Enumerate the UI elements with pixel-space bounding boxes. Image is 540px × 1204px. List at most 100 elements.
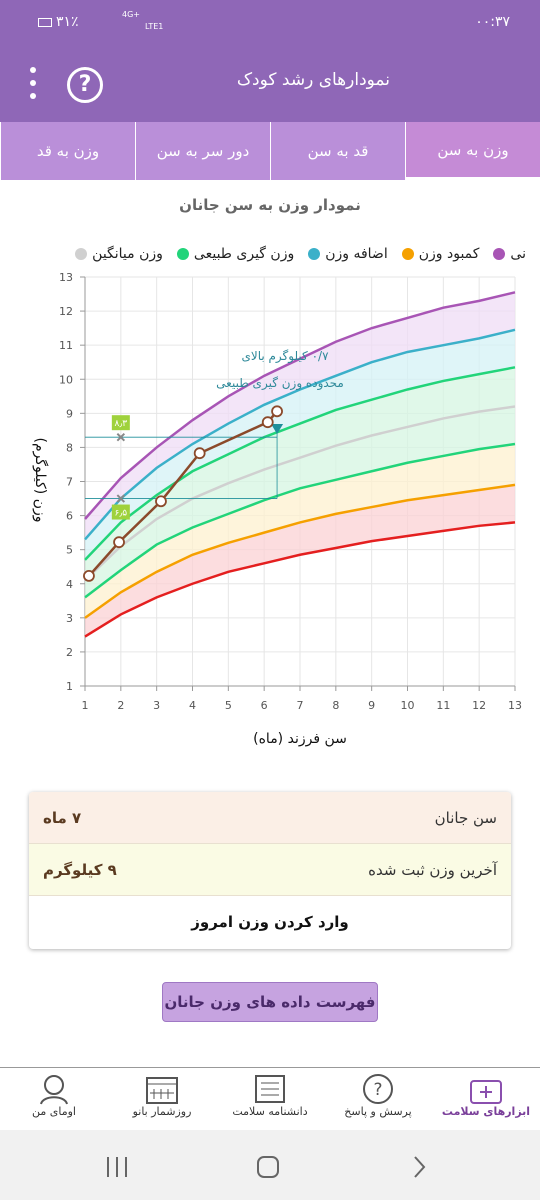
nav-item[interactable]: دانشنامه سلامت bbox=[216, 1068, 324, 1130]
marker-label: ۶٫۵ bbox=[115, 509, 128, 519]
enter-weight-button[interactable]: وارد کردن وزن امروز bbox=[191, 913, 349, 931]
nav-item[interactable]: اومای من bbox=[0, 1068, 108, 1130]
info-label: آخرین وزن ثبت شده bbox=[368, 860, 497, 879]
y-tick-label: 13 bbox=[59, 271, 73, 284]
legend: نی کمبود وزن اضافه وزن وزن گیری طبیعی وزن می… bbox=[0, 240, 540, 268]
nav-item[interactable]: ? پرسش و پاسخ bbox=[324, 1068, 432, 1130]
info-row: سن جانان ۷ ماه bbox=[29, 792, 511, 844]
nav-icon bbox=[40, 1075, 68, 1105]
child-point bbox=[113, 536, 125, 549]
band bbox=[85, 406, 515, 598]
tab[interactable]: قد به سن bbox=[270, 122, 405, 180]
legend-label: وزن میانگین bbox=[92, 246, 163, 262]
menu-button[interactable] bbox=[28, 65, 38, 105]
y-tick-label: 5 bbox=[66, 544, 73, 557]
x-tick-label: 13 bbox=[508, 699, 522, 712]
x-tick-label: 3 bbox=[153, 699, 160, 712]
y-tick-label: 10 bbox=[59, 373, 73, 386]
system-nav bbox=[0, 1130, 540, 1200]
legend-swatch bbox=[75, 248, 88, 260]
y-tick-label: 2 bbox=[66, 646, 73, 659]
band bbox=[85, 292, 515, 540]
legend-label: نی bbox=[510, 246, 526, 262]
home-button[interactable] bbox=[257, 1156, 279, 1178]
y-tick-label: 12 bbox=[59, 305, 73, 318]
child-point bbox=[83, 570, 95, 582]
child-point bbox=[155, 495, 167, 508]
percentile-line bbox=[84, 442, 516, 599]
nav-label: اومای من bbox=[32, 1105, 76, 1118]
legend-item: کمبود وزن bbox=[401, 240, 480, 268]
tab[interactable]: وزن به سن bbox=[405, 122, 540, 180]
band bbox=[85, 484, 515, 637]
nav-label: پرسش و پاسخ bbox=[344, 1105, 412, 1118]
x-tick-label: 5 bbox=[225, 699, 232, 712]
battery-icon bbox=[38, 18, 52, 27]
x-tick-label: 2 bbox=[117, 699, 124, 712]
nav-item[interactable]: روزشمار بانو bbox=[108, 1068, 216, 1130]
marker-tag bbox=[111, 415, 130, 431]
x-axis-label: سن فرزند (ماه) bbox=[253, 731, 347, 747]
x-tick-label: 10 bbox=[401, 699, 415, 712]
sim: LTE1 bbox=[145, 22, 164, 31]
marker: ۸٫۳ bbox=[111, 415, 130, 442]
legend-item: وزن میانگین bbox=[75, 240, 163, 268]
y-axis-label: وزن (کیلوگرم) bbox=[32, 438, 49, 523]
nav-label: ابزارهای سلامت bbox=[441, 1105, 531, 1118]
percentile-line bbox=[84, 328, 516, 541]
legend-label: اضافه وزن bbox=[325, 246, 388, 262]
app-bar: نمودارهای رشد کودک ? bbox=[0, 45, 540, 122]
percentile-line bbox=[84, 521, 516, 638]
legend-label: وزن گیری طبیعی bbox=[193, 246, 295, 262]
nav-icon: ? bbox=[363, 1074, 393, 1104]
nav-item[interactable]: ابزارهای سلامت bbox=[432, 1068, 540, 1130]
marker-cross bbox=[116, 494, 126, 503]
clock: ۰۰:۳۷ bbox=[475, 14, 510, 30]
y-tick-label: 1 bbox=[66, 680, 73, 693]
legend-swatch bbox=[176, 248, 189, 260]
child-point bbox=[261, 416, 274, 429]
marker-cross bbox=[116, 432, 126, 442]
legend-item: اضافه وزن bbox=[308, 240, 388, 268]
y-tick-label: 6 bbox=[66, 510, 73, 523]
child-point bbox=[271, 405, 283, 418]
svg-text:?: ? bbox=[373, 1080, 382, 1100]
list-button[interactable]: فهرست داده های وزن جانان bbox=[162, 982, 378, 1022]
x-tick-label: 9 bbox=[368, 699, 375, 712]
chart: نمودار وزن به سن جانان 12345678910111213… bbox=[32, 196, 522, 747]
tab[interactable]: وزن به قد bbox=[0, 122, 135, 180]
band bbox=[85, 367, 515, 581]
nav-label: روزشمار بانو bbox=[132, 1105, 192, 1118]
x-tick-label: 1 bbox=[82, 699, 89, 712]
recent-button[interactable] bbox=[107, 1157, 127, 1177]
info-value: ۷ ماه bbox=[43, 808, 82, 827]
system-buttons bbox=[107, 1156, 426, 1178]
legend-label: کمبود وزن bbox=[418, 246, 480, 262]
info-value: ۹ کیلوگرم bbox=[43, 860, 117, 879]
annotation: ۰/۷ کیلوگرم بالای bbox=[241, 349, 329, 364]
tab[interactable]: دور سر به سن bbox=[135, 122, 270, 180]
y-tick-label: 8 bbox=[66, 441, 73, 454]
y-tick-label: 9 bbox=[66, 407, 73, 420]
app-title: نمودارهای رشد کودک bbox=[236, 70, 390, 90]
y-tick-label: 7 bbox=[66, 476, 73, 489]
child-point bbox=[193, 447, 206, 460]
marker-tag bbox=[111, 504, 130, 520]
legend-item: وزن گیری طبیعی bbox=[176, 240, 295, 268]
chart-title: نمودار وزن به سن جانان bbox=[179, 196, 361, 214]
info-label: سن جانان bbox=[434, 808, 497, 827]
network: 4G+ bbox=[122, 10, 140, 19]
marker-label: ۸٫۳ bbox=[115, 419, 128, 429]
legend-swatch bbox=[308, 248, 321, 260]
nav-label: دانشنامه سلامت bbox=[232, 1105, 308, 1118]
percentile-line bbox=[84, 405, 516, 582]
back-button[interactable] bbox=[414, 1156, 426, 1178]
x-tick-label: 8 bbox=[332, 699, 339, 712]
percentile-line bbox=[84, 366, 516, 561]
tabs: وزن به سن قد به سن دور سر به سن وزن به ق… bbox=[0, 122, 540, 180]
help-button[interactable]: ? bbox=[67, 67, 103, 103]
status-bar: ۰۰:۳۷ ۳۱٪ 4G+ LTE1 bbox=[0, 0, 540, 45]
y-tick-label: 11 bbox=[59, 339, 73, 352]
nav-icon bbox=[146, 1077, 178, 1104]
